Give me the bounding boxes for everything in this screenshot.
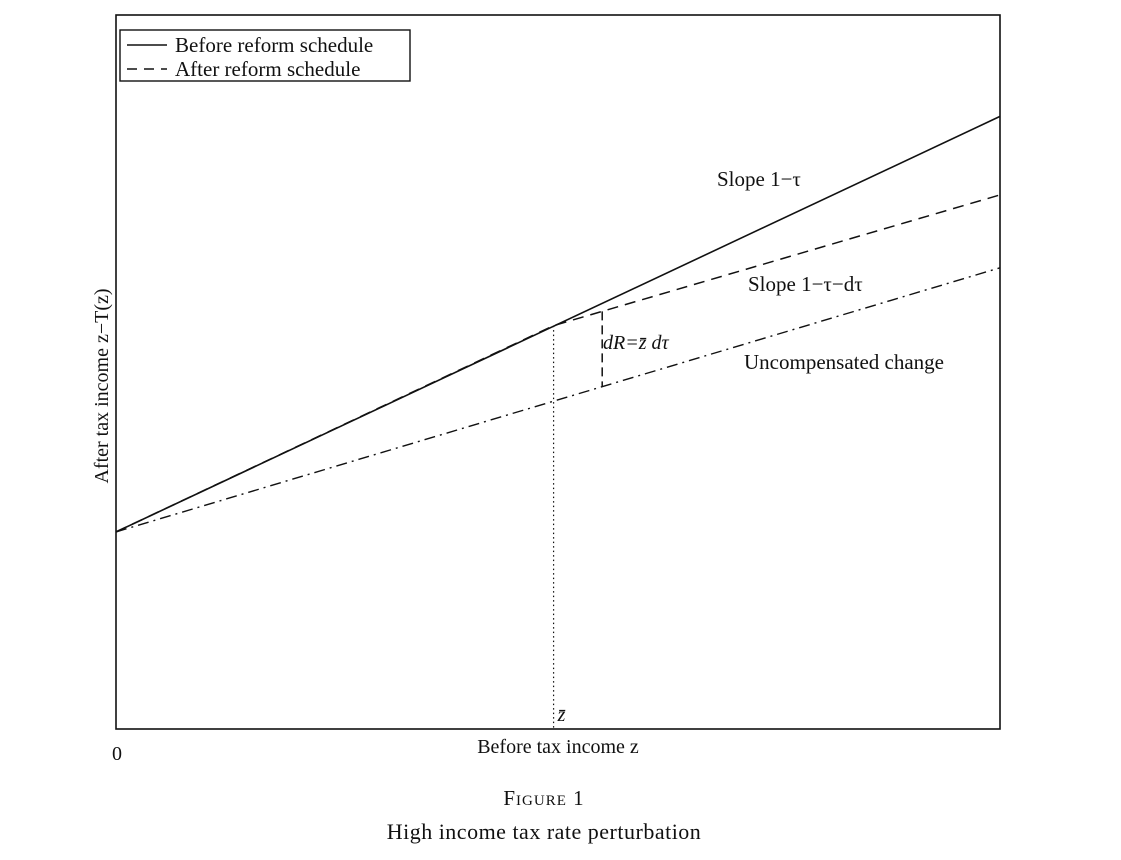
annotation-slope-before: Slope 1−τ (717, 167, 801, 191)
legend-entry-before: Before reform schedule (175, 33, 373, 57)
zbar-tick-label: z̄ (557, 704, 566, 726)
legend-box (119, 29, 411, 82)
figure-title: High income tax rate perturbation (386, 819, 702, 844)
annotation-slope-after: Slope 1−τ−dτ (748, 272, 863, 296)
chart: Before reform schedule After reform sche… (91, 14, 1001, 765)
legend: Before reform schedule After reform sche… (119, 29, 411, 82)
y-axis-label: After tax income z−T(z) (91, 288, 113, 483)
x-axis-label: Before tax income z (477, 736, 639, 758)
figure-number: Figure 1 (503, 786, 585, 810)
plot-frame (115, 14, 1001, 730)
uncompensated-change-line (115, 267, 1001, 533)
origin-label: 0 (112, 743, 122, 765)
legend-entry-after: After reform schedule (175, 57, 360, 81)
after-reform-line (115, 194, 1001, 533)
annotation-dR: dR=z̄ dτ (603, 332, 669, 354)
annotation-uncompensated: Uncompensated change (744, 350, 944, 374)
